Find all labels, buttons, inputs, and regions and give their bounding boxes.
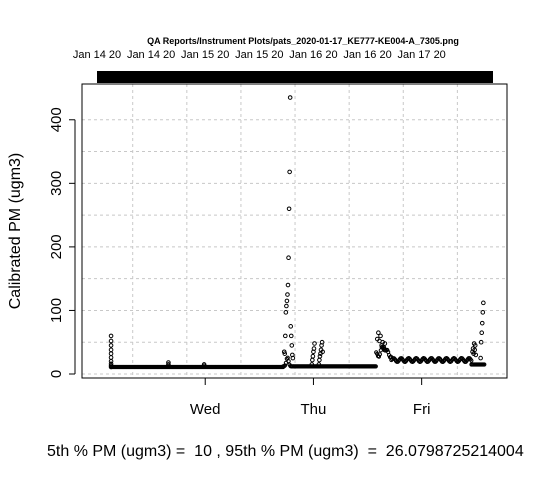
data-point: [312, 341, 317, 346]
data-point: [166, 363, 171, 369]
data-point: [285, 292, 290, 297]
top-axis-tick-label: Jan 17 20: [397, 49, 445, 61]
data-point: [290, 355, 296, 361]
data-point: [473, 352, 479, 358]
data-point: [287, 95, 293, 100]
data-point: [286, 359, 291, 364]
data-point: [469, 358, 474, 363]
data-point: [472, 343, 478, 348]
data-point: [108, 343, 114, 348]
top-axis-tick-label: Jan 16 20: [289, 49, 337, 61]
plot-frame: [81, 83, 508, 379]
top-axis-tick-label: Jan 14 20: [73, 49, 121, 61]
top-axis-tick-label: Jan 15 20: [235, 49, 283, 61]
data-point: [480, 310, 486, 315]
chart-title: QA Reports/Instrument Plots/pats_2020-01…: [147, 36, 459, 46]
top-axis-tick-label: Jan 15 20: [181, 49, 229, 61]
data-point: [478, 355, 483, 361]
data-point: [478, 339, 484, 345]
data-point: [378, 333, 383, 339]
data-point: [472, 347, 477, 353]
data-point: [310, 353, 316, 359]
data-point: [285, 282, 291, 288]
data-point: [310, 357, 315, 363]
y-axis-label: Calibrated PM (ugm3): [7, 153, 24, 310]
grid: [82, 84, 507, 378]
top-date-bar: [97, 71, 493, 83]
data-point: [108, 338, 114, 344]
data-point: [376, 330, 381, 335]
data-point: [282, 351, 288, 356]
data-point: [286, 255, 291, 260]
data-point: [108, 364, 114, 370]
y-axis-tick-label: 400: [48, 107, 65, 132]
data-point: [288, 333, 294, 339]
y-axis-tick-label: 200: [48, 234, 65, 259]
data-point: [479, 320, 485, 326]
x-axis: Wed Thu Fri: [190, 378, 430, 418]
data-point: [283, 310, 289, 315]
data-point: [108, 351, 114, 356]
data-point: [479, 330, 485, 335]
percentile-summary: 5th % PM (ugm3) = 10 , 95th % PM (ugm3) …: [47, 443, 524, 460]
data-point: [373, 364, 378, 369]
data-point: [284, 298, 290, 304]
data-point: [108, 333, 114, 339]
data-point: [316, 362, 322, 367]
data-point: [319, 339, 325, 345]
y-axis: 0 100 200 300 400: [48, 107, 76, 378]
x-axis-tick-label: Thu: [301, 401, 327, 418]
data-point: [382, 341, 388, 346]
data-point: [288, 324, 294, 329]
data-point: [482, 362, 487, 367]
x-axis-tick-label: Wed: [190, 401, 221, 418]
data-point: [289, 343, 295, 348]
top-axis-tick-label: Jan 14 20: [127, 49, 175, 61]
data-point: [481, 300, 486, 306]
data-point: [309, 362, 315, 367]
data-point: [108, 355, 114, 360]
y-axis-tick-label: 100: [48, 298, 65, 323]
data-point: [287, 169, 292, 175]
x-axis-tick-label: Fri: [413, 401, 431, 418]
data-points: [108, 95, 486, 370]
data-point: [317, 353, 323, 359]
data-point: [108, 358, 114, 364]
data-point: [284, 303, 289, 309]
y-axis-tick-label: 300: [48, 171, 65, 196]
data-point: [320, 349, 325, 355]
top-axis-tick-label: Jan 16 20: [343, 49, 391, 61]
data-point: [108, 347, 114, 353]
data-point: [201, 363, 207, 369]
y-axis-tick-label: 0: [48, 370, 65, 378]
data-point: [385, 347, 390, 353]
data-point: [286, 206, 292, 212]
data-point: [283, 333, 288, 339]
baseline-series: [108, 344, 487, 370]
top-axis: Jan 14 20 Jan 14 20 Jan 15 20 Jan 15 20 Jan …: [73, 49, 446, 61]
data-point: [317, 357, 322, 363]
data-point: [377, 352, 382, 357]
data-point: [311, 346, 317, 351]
